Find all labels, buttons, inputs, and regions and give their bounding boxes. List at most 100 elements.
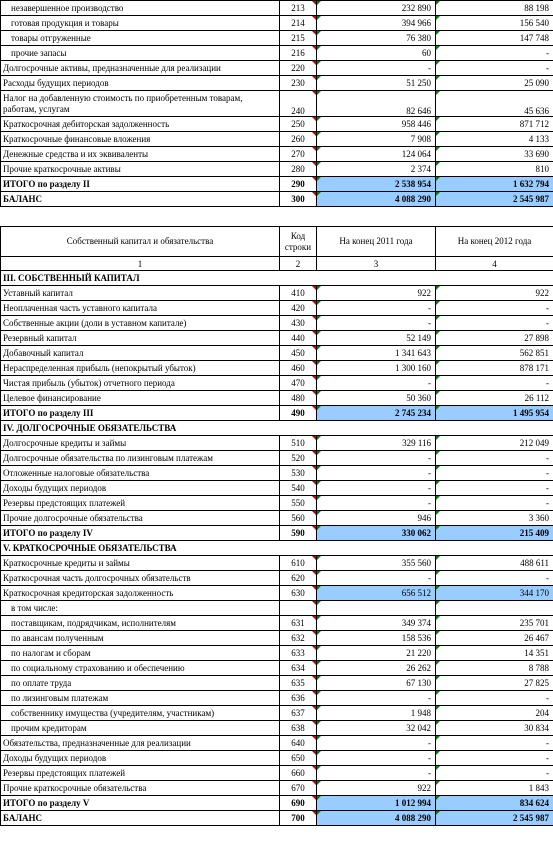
row-code: 631	[279, 615, 317, 631]
section-heading: III. СОБСТВЕННЫЙ КАПИТАЛ	[0, 270, 553, 286]
row-label: в том числе:	[0, 600, 280, 616]
value-2011: 7 908	[316, 131, 436, 147]
row-label: Налог на добавленную стоимость по приобр…	[0, 90, 280, 117]
value-2011: 946	[316, 510, 436, 526]
assets-table: незавершенное производство 213 232 890 88 1…	[0, 0, 553, 207]
row-label: по лизинговым платежам	[0, 690, 280, 706]
table-row: Добавочный капитал 450 1 341 643 562 851	[0, 345, 553, 361]
value-2012: 3 360	[435, 510, 553, 526]
table-row: ИТОГО по разделу II 290 2 538 954 1 632 794	[0, 176, 553, 192]
row-code: 632	[279, 630, 317, 646]
table-row: собственнику имущества (учредителям, уча…	[0, 705, 553, 721]
value-2011: -	[316, 495, 436, 511]
row-label: Собственные акции (доли в уставном капит…	[0, 315, 280, 331]
table-row: в том числе:	[0, 600, 553, 616]
row-code: 700	[279, 810, 317, 826]
table-row: по социальному страхованию и обеспечению…	[0, 660, 553, 676]
table-row: V. КРАТКОСРОЧНЫЕ ОБЯЗАТЕЛЬСТВА	[0, 540, 553, 556]
row-code: 480	[279, 390, 317, 406]
row-label: Доходы будущих периодов	[0, 480, 280, 496]
table-row: Целевое финансирование 480 50 360 26 112	[0, 390, 553, 406]
table-row: Краткосрочные кредиты и займы 610 355 560 4…	[0, 555, 553, 571]
header-description: Собственный капитал и обязательства	[0, 226, 280, 257]
row-code: 650	[279, 750, 317, 766]
value-2011: 1 012 994	[316, 795, 436, 811]
row-code: 290	[279, 176, 317, 192]
row-label: ИТОГО по разделу III	[0, 405, 280, 421]
row-code: 560	[279, 510, 317, 526]
table-row: Прочие краткосрочные активы 280 2 374 810	[0, 161, 553, 177]
row-label: товары отгруженные	[0, 30, 280, 46]
table-row: прочие запасы 216 60-	[0, 45, 553, 61]
value-2012: 834 624	[435, 795, 553, 811]
value-2011: -	[316, 765, 436, 781]
table-row: готовая продукция и товары 214 394 966 156 …	[0, 15, 553, 31]
table-row: Денежные средства и их эквиваленты 270 124…	[0, 146, 553, 162]
row-label: Прочие краткосрочные обязательства	[0, 780, 280, 796]
value-2011: 76 380	[316, 30, 436, 46]
value-2011: 330 062	[316, 525, 436, 541]
row-label: ИТОГО по разделу V	[0, 795, 280, 811]
value-2012: 878 171	[435, 360, 553, 376]
value-2011: 922	[316, 285, 436, 301]
table-row: Доходы будущих периодов 540- -	[0, 480, 553, 496]
row-code: 530	[279, 465, 317, 481]
value-2012: 212 049	[435, 435, 553, 451]
value-2011: 26 262	[316, 660, 436, 676]
value-2012: -	[435, 765, 553, 781]
value-2011: 124 064	[316, 146, 436, 162]
row-label: по налогам и сборам	[0, 645, 280, 661]
value-2011: 2 538 954	[316, 176, 436, 192]
value-2012: 871 712	[435, 116, 553, 132]
row-code: 610	[279, 555, 317, 571]
row-label: БАЛАНС	[0, 191, 280, 207]
value-2012: -	[435, 495, 553, 511]
row-code: 430	[279, 315, 317, 331]
value-2012: 45 636	[435, 90, 553, 117]
row-label: Резервы предстоящих платежей	[0, 495, 280, 511]
row-code: 637	[279, 705, 317, 721]
row-code: 550	[279, 495, 317, 511]
row-label: Прочие долгосрочные обязательства	[0, 510, 280, 526]
value-2012: 1 632 794	[435, 176, 553, 192]
table-row: Долгосрочные обязательства по лизинговым…	[0, 450, 553, 466]
table-row: БАЛАНС 700 4 088 290 2 545 987	[0, 810, 553, 826]
table-row: Краткосрочная кредиторская задолженность…	[0, 585, 553, 601]
column-number: 1	[0, 256, 280, 271]
value-2012: 25 090	[435, 75, 553, 91]
row-code: 300	[279, 191, 317, 207]
value-2012: 2 545 987	[435, 191, 553, 207]
table-row: Нераспределенная прибыль (непокрытый убы…	[0, 360, 553, 376]
table-row: ИТОГО по разделу IV 590 330 062 215 409	[0, 525, 553, 541]
row-code: 420	[279, 300, 317, 316]
row-label: Добавочный капитал	[0, 345, 280, 361]
table-row: Доходы будущих периодов 650- -	[0, 750, 553, 766]
table-row: по лизинговым платежам 636- -	[0, 690, 553, 706]
table-row: Краткосрочные финансовые вложения 260 7 90…	[0, 131, 553, 147]
value-2011: -	[316, 375, 436, 391]
value-2012: 1 495 954	[435, 405, 553, 421]
value-2012: 4 133	[435, 131, 553, 147]
value-2012: -	[435, 450, 553, 466]
row-label: ИТОГО по разделу IV	[0, 525, 280, 541]
value-2011: 232 890	[316, 0, 436, 16]
value-2011: 2 374	[316, 161, 436, 177]
table-row: Расходы будущих периодов 230 51 250 25 090	[0, 75, 553, 91]
row-code: 620	[279, 570, 317, 586]
row-code: 250	[279, 116, 317, 132]
row-label: по социальному страхованию и обеспечению	[0, 660, 280, 676]
value-2012: -	[435, 60, 553, 76]
value-2011: 394 966	[316, 15, 436, 31]
header-2011: На конец 2011 года	[316, 226, 436, 257]
value-2011: 2 745 234	[316, 405, 436, 421]
value-2012: 26 112	[435, 390, 553, 406]
row-code: 690	[279, 795, 317, 811]
row-label: Обязательства, предназначенные для реали…	[0, 735, 280, 751]
row-label: БАЛАНС	[0, 810, 280, 826]
table-row: ИТОГО по разделу III 490 2 745 234 1 495 95…	[0, 405, 553, 421]
row-label: Прочие краткосрочные активы	[0, 161, 280, 177]
value-2011: 1 341 643	[316, 345, 436, 361]
row-label: готовая продукция и товары	[0, 15, 280, 31]
column-number: 3	[316, 256, 436, 271]
value-2012: 33 690	[435, 146, 553, 162]
